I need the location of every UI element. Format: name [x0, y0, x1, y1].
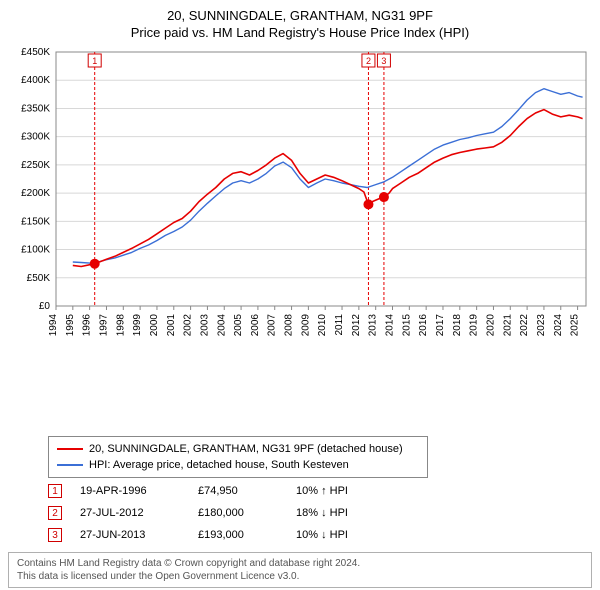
- event-delta: 10% ↓ HPI: [296, 529, 376, 541]
- event-date: 27-JUN-2013: [80, 529, 180, 541]
- svg-text:1995: 1995: [65, 314, 76, 337]
- legend-label: 20, SUNNINGDALE, GRANTHAM, NG31 9PF (det…: [89, 443, 403, 455]
- event-row: 3 27-JUN-2013 £193,000 10% ↓ HPI: [48, 524, 592, 546]
- svg-text:2009: 2009: [300, 314, 311, 337]
- svg-text:£450K: £450K: [21, 47, 50, 58]
- svg-text:2025: 2025: [570, 314, 581, 337]
- legend-row: 20, SUNNINGDALE, GRANTHAM, NG31 9PF (det…: [57, 441, 419, 457]
- svg-text:2024: 2024: [553, 314, 564, 337]
- footer-attribution: Contains HM Land Registry data © Crown c…: [8, 552, 592, 588]
- event-price: £180,000: [198, 507, 278, 519]
- event-date: 27-JUL-2012: [80, 507, 180, 519]
- svg-text:£50K: £50K: [27, 273, 51, 284]
- svg-text:£100K: £100K: [21, 245, 50, 256]
- event-price: £74,950: [198, 485, 278, 497]
- svg-text:2001: 2001: [166, 314, 177, 337]
- svg-text:1996: 1996: [82, 314, 93, 337]
- svg-text:2016: 2016: [418, 314, 429, 337]
- svg-text:2015: 2015: [401, 314, 412, 337]
- event-delta: 18% ↓ HPI: [296, 507, 376, 519]
- footer-line-2: This data is licensed under the Open Gov…: [17, 570, 583, 583]
- chart-area: £0 £50K £100K £150K £200K £250K £300K £350K £400…: [8, 46, 592, 430]
- event-number-box: 3: [48, 528, 62, 542]
- svg-text:2007: 2007: [267, 314, 278, 337]
- chart-title: 20, SUNNINGDALE, GRANTHAM, NG31 9PF Pric…: [8, 8, 592, 40]
- footer-line-1: Contains HM Land Registry data © Crown c…: [17, 557, 583, 570]
- legend-box: 20, SUNNINGDALE, GRANTHAM, NG31 9PF (det…: [48, 436, 428, 478]
- svg-text:2018: 2018: [452, 314, 463, 337]
- svg-text:£300K: £300K: [21, 132, 50, 143]
- events-table: 1 19-APR-1996 £74,950 10% ↑ HPI 2 27-JUL-2012…: [48, 480, 592, 546]
- legend-swatch: [57, 464, 83, 466]
- svg-text:2000: 2000: [149, 314, 160, 337]
- svg-text:2017: 2017: [435, 314, 446, 337]
- title-line-2: Price paid vs. HM Land Registry's House …: [8, 25, 592, 40]
- svg-text:£200K: £200K: [21, 188, 50, 199]
- svg-text:2006: 2006: [250, 314, 261, 337]
- svg-text:2010: 2010: [317, 314, 328, 337]
- svg-text:1994: 1994: [48, 314, 59, 337]
- svg-text:£250K: £250K: [21, 160, 50, 171]
- svg-text:2005: 2005: [233, 314, 244, 337]
- svg-text:£0: £0: [39, 301, 51, 312]
- event-number-box: 2: [48, 506, 62, 520]
- svg-text:1998: 1998: [115, 314, 126, 337]
- svg-text:2004: 2004: [216, 314, 227, 337]
- svg-text:2019: 2019: [469, 314, 480, 337]
- svg-text:£400K: £400K: [21, 75, 50, 86]
- svg-text:2014: 2014: [385, 314, 396, 337]
- svg-text:3: 3: [381, 56, 386, 66]
- svg-text:2011: 2011: [334, 314, 345, 336]
- legend-swatch: [57, 448, 83, 450]
- svg-text:1999: 1999: [132, 314, 143, 337]
- svg-text:2008: 2008: [284, 314, 295, 337]
- svg-text:£150K: £150K: [21, 216, 50, 227]
- svg-text:2013: 2013: [368, 314, 379, 337]
- svg-text:1: 1: [92, 56, 97, 66]
- svg-text:2002: 2002: [183, 314, 194, 337]
- price-chart: £0 £50K £100K £150K £200K £250K £300K £350K £400…: [8, 46, 592, 356]
- event-date: 19-APR-1996: [80, 485, 180, 497]
- legend-label: HPI: Average price, detached house, Sout…: [89, 459, 349, 471]
- event-price: £193,000: [198, 529, 278, 541]
- svg-text:1997: 1997: [98, 314, 109, 337]
- svg-text:2023: 2023: [536, 314, 547, 337]
- svg-text:2020: 2020: [485, 314, 496, 337]
- event-row: 2 27-JUL-2012 £180,000 18% ↓ HPI: [48, 502, 592, 524]
- title-line-1: 20, SUNNINGDALE, GRANTHAM, NG31 9PF: [8, 8, 592, 23]
- svg-text:2021: 2021: [502, 314, 513, 337]
- svg-text:2022: 2022: [519, 314, 530, 337]
- event-number-box: 1: [48, 484, 62, 498]
- svg-text:£350K: £350K: [21, 103, 50, 114]
- svg-text:2003: 2003: [199, 314, 210, 337]
- legend-row: HPI: Average price, detached house, Sout…: [57, 457, 419, 473]
- svg-text:2012: 2012: [351, 314, 362, 337]
- event-delta: 10% ↑ HPI: [296, 485, 376, 497]
- svg-text:2: 2: [366, 56, 371, 66]
- event-row: 1 19-APR-1996 £74,950 10% ↑ HPI: [48, 480, 592, 502]
